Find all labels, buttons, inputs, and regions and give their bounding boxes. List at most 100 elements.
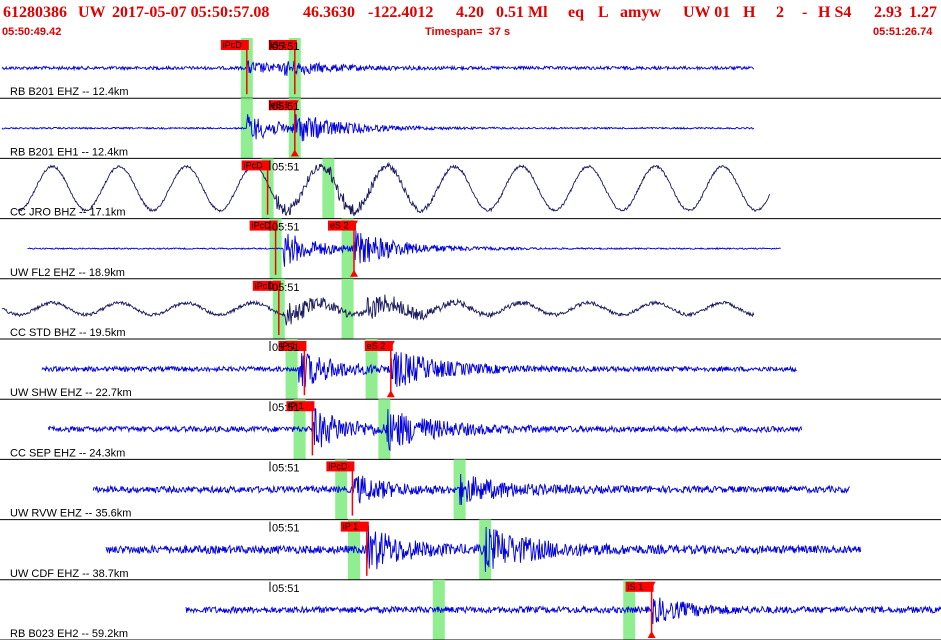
event-gap: 1.27 [909, 4, 937, 21]
pick-triangle-bottom [386, 390, 395, 398]
pick-label: iS 1 [271, 40, 287, 50]
waveform [47, 407, 803, 452]
waveform [27, 230, 781, 267]
window-marker [432, 579, 445, 640]
pick-label: iP 1 [343, 522, 358, 532]
trace-row-3: iPcD eS 2 05:51 UW FL2 EHZ -- 18.9km [0, 218, 941, 280]
pick-label: iP 1 [280, 341, 295, 351]
event-type: eq [568, 4, 584, 21]
pick-flag [328, 220, 356, 231]
trace-row-7: iPcD 05:51 UW RVW EHZ -- 35.6km [0, 459, 941, 521]
waveform [105, 525, 862, 572]
window-marker [240, 98, 253, 159]
event-count: 2 [776, 4, 784, 21]
pick-label: iPcD [223, 40, 243, 50]
time-start: 05:50:49.42 [2, 26, 62, 38]
waveform [185, 597, 941, 625]
pick-triangle-top [647, 581, 656, 589]
trace-label: RB B023 EH2 -- 59.2km [10, 628, 128, 640]
trace-label: CC STD BHZ -- 19.5km [10, 327, 126, 339]
event-status: H S4 [818, 4, 852, 21]
event-depth: 4.20 [456, 4, 484, 21]
event-longitude: -122.4012 [368, 4, 434, 21]
trace-row-1: eS 105:51 RB B201 EH1 -- 12.4km [0, 98, 941, 159]
trace-label: CC SEP EHZ -- 24.3km [10, 447, 125, 459]
pick-label: eS 1 [271, 100, 290, 110]
waveform [41, 351, 797, 388]
pick-flag [241, 160, 270, 171]
pick-label: iPcD [252, 221, 272, 231]
minute-tick-label: 05:51 [272, 523, 300, 535]
pick-label: iP 1 [288, 401, 303, 411]
pick-triangle-bottom [290, 149, 299, 157]
waveform [92, 473, 850, 506]
minute-tick-label: 05:51 [272, 342, 300, 354]
pick-triangle-top [386, 341, 395, 348]
event-datetime: 2017-05-07 05:50:57.08 [112, 4, 270, 21]
trace-label: UW CDF EHZ -- 38.7km [10, 568, 129, 580]
pick-flag [364, 341, 393, 351]
trace-label: UW SHW EHZ -- 22.7km [10, 387, 132, 399]
waveform [17, 161, 771, 217]
waveform [1, 60, 755, 76]
pick-flag [268, 40, 297, 50]
trace-row-8: iP 1 05:51 UW CDF EHZ -- 38.7km [0, 519, 941, 581]
minute-tick-label: 05:51 [272, 402, 300, 414]
location-flag: L [598, 4, 609, 21]
event-latitude: 46.3630 [303, 4, 355, 21]
pick-flag [252, 280, 281, 291]
minute-tick-label: 05:51 [272, 583, 300, 595]
trace-row-6: iP 105:51 CC SEP EHZ -- 24.3km [0, 399, 941, 460]
pick-triangle-bottom [647, 631, 656, 638]
event-magnitude: 0.51 Ml [496, 4, 548, 21]
trace-label: UW RVW EHZ -- 35.6km [10, 508, 131, 520]
trace-label: CC JRO BHZ -- 17.1km [10, 207, 126, 219]
minute-tick-label: 05:51 [272, 41, 300, 53]
trace-label: UW FL2 EHZ -- 18.9km [10, 267, 125, 279]
pick-triangle-top [350, 220, 358, 228]
event-header: 61280386 UW 2017-05-07 05:50:57.08 46.36… [0, 0, 941, 38]
minute-tick-label: 05:51 [272, 161, 300, 173]
trace-row-5: iP 1 eS 2 05:51 UW SHW EHZ -- 22.7km [0, 339, 941, 400]
window-marker [623, 579, 636, 640]
minute-tick-label: 05:51 [272, 101, 300, 113]
event-network: UW [78, 4, 106, 21]
pick-flag [326, 461, 355, 472]
trace-row-2: iPcD 05:51 CC JRO BHZ -- 17.1km [0, 158, 941, 220]
minute-tick-label: 05:51 [272, 222, 300, 234]
pick-flag [625, 581, 654, 592]
pick-flag [220, 40, 249, 50]
trace-label: RB B201 EH1 -- 12.4km [10, 146, 128, 158]
pick-flag [249, 220, 278, 231]
event-author: amyw [620, 4, 661, 21]
pick-label: iPcD [244, 160, 264, 170]
window-marker [341, 278, 354, 339]
pick-triangle-bottom [350, 269, 358, 277]
pick-label: iS 1 [628, 582, 644, 592]
pick-label: eS 2 [367, 341, 386, 351]
pick-triangle-top [290, 100, 299, 108]
trace-row-9: iS 1 05:51 RB B023 EH2 -- 59.2km [0, 579, 941, 640]
pick-label: iPcD [328, 461, 348, 471]
event-dash: - [802, 4, 808, 21]
waveform [1, 294, 755, 326]
pick-label: eS 2 [330, 221, 349, 231]
trace-label: RB B201 EHZ -- 12.4km [10, 86, 129, 98]
pick-flag [268, 100, 297, 111]
timespan: Timespan= 37 s [425, 26, 511, 38]
event-source: UW 01 [683, 4, 731, 21]
waveform [1, 114, 755, 142]
trace-row-0: iPcD iS 105:51 RB B201 EHZ -- 12.4km [0, 38, 941, 99]
minute-tick-label: 05:51 [272, 462, 300, 474]
pick-label: iPcD [255, 281, 275, 291]
time-end: 05:51:26.74 [873, 26, 933, 38]
event-quality: H [743, 4, 756, 21]
pick-flag [278, 341, 307, 351]
event-id: 61280386 [3, 4, 67, 21]
event-rms: 2.93 [874, 4, 902, 21]
pick-flag [286, 401, 315, 412]
pick-flag [340, 521, 369, 532]
minute-tick-label: 05:51 [272, 282, 300, 294]
